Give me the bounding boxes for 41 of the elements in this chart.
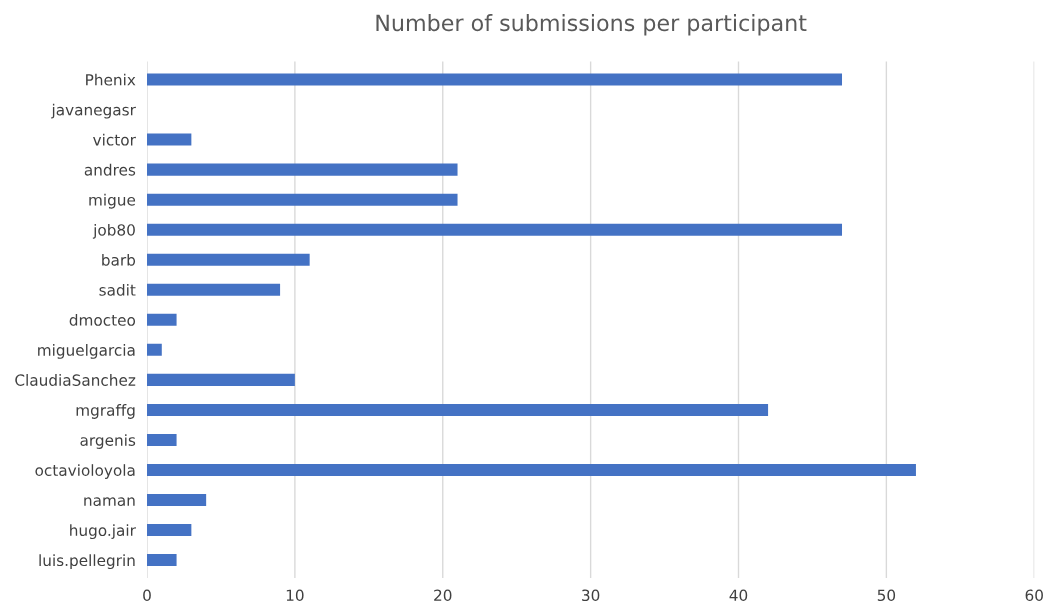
bar	[147, 253, 310, 266]
y-tick-label: mgraffg	[76, 404, 135, 419]
bar	[147, 223, 843, 236]
y-tick-label: naman	[84, 497, 135, 507]
x-tick-label: 0	[143, 589, 151, 602]
y-tick-label: andres	[84, 163, 136, 176]
x-tick-label: 50	[877, 589, 896, 602]
y-tick-label: hugo.jair	[70, 524, 136, 540]
bar	[147, 133, 192, 146]
y-tick-label: Phenix	[86, 73, 136, 86]
y-tick-label: barb	[102, 253, 136, 266]
y-tick-label: victor	[93, 133, 136, 146]
bar	[147, 193, 458, 206]
bar	[147, 163, 458, 176]
bar	[147, 283, 281, 296]
y-tick-label: javanegasr	[51, 103, 136, 119]
x-tick-label: 30	[582, 589, 600, 602]
x-tick-label: 60	[1025, 589, 1043, 602]
y-tick-label: dmocteo	[69, 314, 136, 326]
bar	[147, 73, 843, 86]
y-tick-label: octavioloyola	[35, 464, 135, 479]
bar	[147, 494, 207, 507]
x-tick-label: 10	[286, 589, 304, 602]
y-tick-label: job80	[92, 223, 135, 239]
x-tick-label: 20	[434, 589, 452, 602]
y-tick-label: luis.pellegrin	[39, 554, 135, 570]
bar	[147, 373, 295, 386]
bar	[147, 463, 916, 476]
x-tick-label: 40	[729, 589, 748, 602]
bar	[147, 403, 769, 416]
y-tick-label: ClaudiaSanchez	[15, 374, 136, 386]
y-tick-label: sadit	[99, 283, 136, 296]
bar	[147, 554, 177, 567]
bar	[147, 343, 162, 356]
y-tick-label: migue	[89, 193, 136, 209]
chart-title: Number of submissions per participant	[376, 14, 807, 36]
y-tick-label: miguelgarcia	[38, 344, 135, 359]
y-tick-label: argenis	[80, 434, 136, 449]
bar	[147, 524, 192, 537]
bar	[147, 313, 177, 326]
bar	[147, 433, 177, 446]
